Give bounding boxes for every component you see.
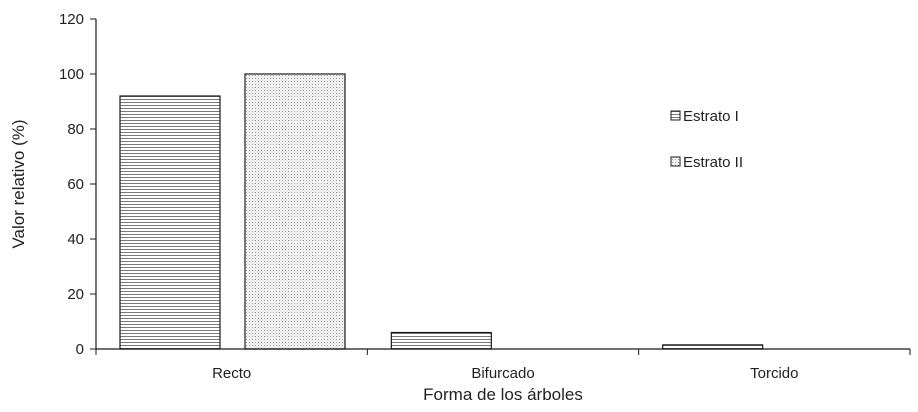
y-axis-title: Valor relativo (%)	[9, 119, 28, 248]
bars-group	[119, 73, 764, 350]
legend-item-estrato-ii: Estrato II	[670, 154, 743, 171]
bar-recto-estrato-i	[119, 95, 221, 350]
y-tick-label: 60	[67, 176, 84, 193]
x-ticks-group: Recto Bifurcado Torcido	[95, 349, 911, 382]
bar-torcido-estrato-i	[662, 344, 764, 350]
bar-recto-estrato-ii	[244, 73, 346, 350]
y-tick-label: 100	[59, 66, 84, 83]
bar-bifurcado-estrato-i	[390, 331, 492, 350]
y-tick-label: 0	[76, 341, 84, 358]
x-tick-label-torcido: Torcido	[750, 365, 798, 382]
y-tick-label: 120	[59, 11, 84, 28]
legend-label-estrato-ii: Estrato II	[683, 154, 743, 171]
legend: Estrato I Estrato II	[670, 108, 743, 171]
legend-label-estrato-i: Estrato I	[683, 108, 739, 125]
x-axis-title: Forma de los árboles	[423, 385, 583, 404]
legend-swatch-estrato-i	[670, 110, 681, 121]
legend-item-estrato-i: Estrato I	[670, 108, 739, 125]
x-tick-label-recto: Recto	[212, 365, 251, 382]
legend-swatch-estrato-ii	[670, 156, 681, 167]
x-tick-label-bifurcado: Bifurcado	[471, 365, 534, 382]
y-tick-label: 20	[67, 286, 84, 303]
y-ticks-group: 0 20 40 60 80 100 120	[59, 11, 96, 358]
y-tick-label: 80	[67, 121, 84, 138]
y-tick-label: 40	[67, 231, 84, 248]
